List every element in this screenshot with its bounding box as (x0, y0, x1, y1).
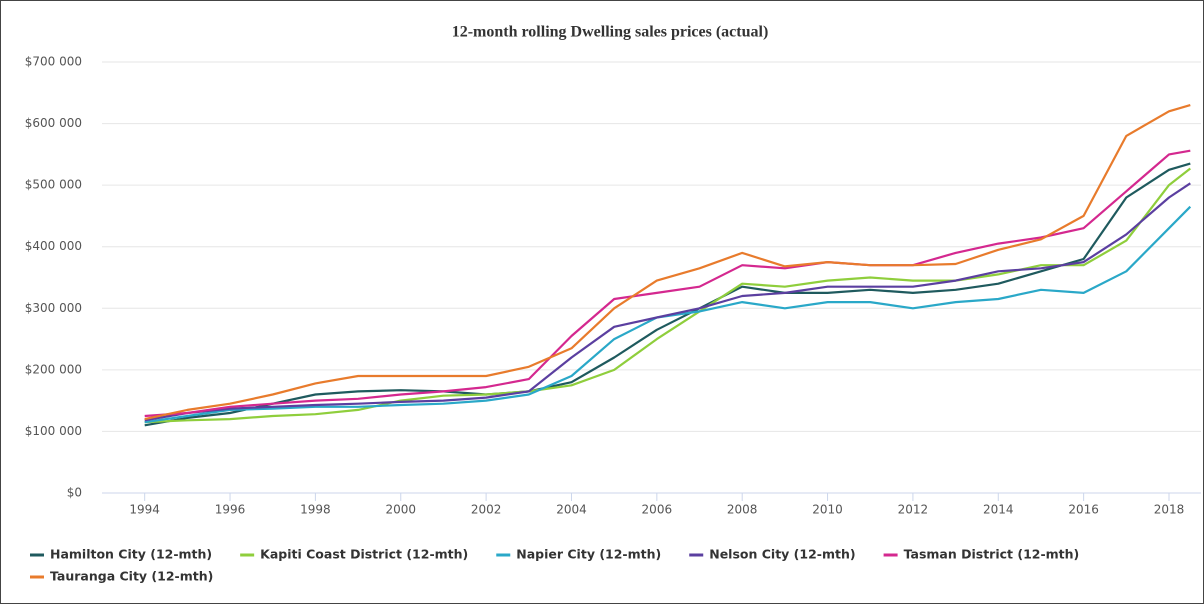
legend-label: Nelson City (12-mth) (709, 547, 855, 562)
chart-title: 12-month rolling Dwelling sales prices (… (452, 24, 769, 41)
y-tick-label: $100 000 (25, 424, 82, 438)
x-tick-label: 1994 (129, 503, 160, 517)
series-line (144, 149, 1191, 418)
x-tick-label: 2014 (983, 503, 1014, 517)
x-tick-label: 2002 (471, 503, 502, 517)
legend-label: Kapiti Coast District (12-mth) (260, 547, 468, 562)
x-tick-label: 1998 (300, 503, 331, 517)
series-line (144, 167, 1191, 424)
x-tick-label: 1996 (215, 503, 246, 517)
y-tick-label: $500 000 (25, 178, 82, 192)
legend-label: Tasman District (12-mth) (904, 547, 1080, 562)
x-tick-label: 2010 (812, 503, 843, 517)
legend-label: Tauranga City (12-mth) (50, 569, 213, 584)
x-tick-label: 2004 (556, 503, 587, 517)
y-tick-label: $300 000 (25, 301, 82, 315)
series-line (144, 162, 1191, 427)
y-tick-label: $400 000 (25, 239, 82, 253)
y-tick-label: $200 000 (25, 362, 82, 376)
y-tick-label: $700 000 (25, 55, 82, 69)
x-tick-label: 2000 (385, 503, 416, 517)
x-tick-label: 2006 (642, 503, 673, 517)
x-tick-label: 2016 (1068, 503, 1099, 517)
y-tick-label: $0 (67, 486, 82, 500)
x-tick-label: 2012 (898, 503, 929, 517)
series-line (144, 104, 1191, 421)
x-tick-label: 2018 (1154, 503, 1185, 517)
legend-label: Hamilton City (12-mth) (50, 547, 212, 562)
x-tick-label: 2008 (727, 503, 758, 517)
y-tick-label: $600 000 (25, 116, 82, 130)
series-line (144, 205, 1192, 424)
legend-label: Napier City (12-mth) (516, 547, 661, 562)
series-line (144, 182, 1191, 422)
